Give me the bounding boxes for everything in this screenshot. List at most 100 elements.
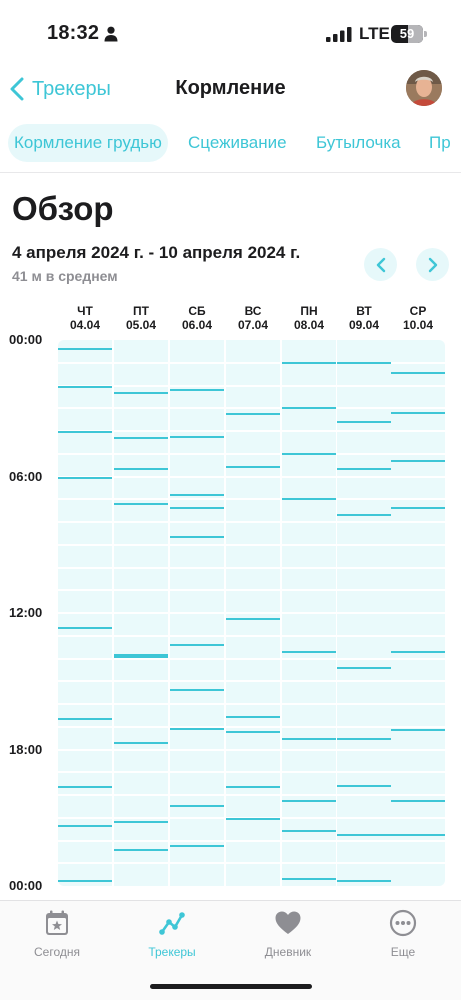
hour-gridline [170, 748, 224, 751]
hour-gridline [170, 862, 224, 865]
back-button[interactable]: Трекеры [8, 74, 111, 104]
feeding-mark[interactable] [337, 738, 391, 741]
tab-breastfeeding[interactable]: Кормление грудью [8, 124, 168, 162]
feeding-mark[interactable] [226, 715, 280, 718]
hour-gridline [226, 657, 280, 660]
feeding-mark[interactable] [58, 348, 112, 351]
feeding-mark[interactable] [282, 738, 336, 741]
feeding-mark[interactable] [114, 392, 168, 395]
day-column[interactable] [58, 340, 112, 886]
feeding-mark[interactable] [337, 666, 391, 669]
hour-gridline [114, 589, 168, 592]
feeding-mark[interactable] [391, 459, 445, 462]
feeding-mark[interactable] [170, 643, 224, 646]
feeding-mark[interactable] [170, 728, 224, 731]
feeding-mark[interactable] [282, 407, 336, 410]
hour-gridline [58, 589, 112, 592]
hour-gridline [337, 384, 391, 387]
hour-gridline [282, 384, 336, 387]
bottom-tab-diary[interactable]: Дневник [243, 909, 333, 959]
day-column[interactable] [226, 340, 280, 886]
feeding-mark[interactable] [391, 411, 445, 414]
feeding-mark[interactable] [58, 786, 112, 789]
feeding-mark[interactable] [391, 371, 445, 374]
feeding-mark[interactable] [170, 845, 224, 848]
day-column[interactable] [114, 340, 168, 886]
feeding-mark[interactable] [337, 361, 391, 364]
feeding-mark[interactable] [391, 507, 445, 510]
hour-gridline [226, 839, 280, 842]
feeding-mark[interactable] [114, 741, 168, 744]
day-column[interactable] [391, 340, 445, 886]
feeding-mark[interactable] [58, 717, 112, 720]
next-week-button[interactable] [416, 248, 449, 281]
feeding-mark[interactable] [170, 493, 224, 496]
feeding-mark[interactable] [226, 412, 280, 415]
feeding-mark[interactable] [58, 824, 112, 827]
feeding-mark[interactable] [58, 880, 112, 883]
feeding-mark[interactable] [282, 361, 336, 364]
prev-week-button[interactable] [364, 248, 397, 281]
feeding-mark[interactable] [282, 452, 336, 455]
feeding-mark[interactable] [226, 617, 280, 620]
feeding-mark[interactable] [391, 833, 445, 836]
hour-gridline [114, 498, 168, 501]
day-column[interactable] [282, 340, 336, 886]
feeding-mark[interactable] [114, 436, 168, 439]
feeding-mark[interactable] [337, 420, 391, 423]
feeding-mark[interactable] [170, 535, 224, 538]
hour-gridline [58, 748, 112, 751]
feeding-mark[interactable] [170, 507, 224, 510]
bottom-tab-today[interactable]: Сегодня [12, 909, 102, 959]
feeding-mark[interactable] [282, 830, 336, 833]
feeding-mark[interactable] [226, 731, 280, 734]
hour-gridline [114, 680, 168, 683]
day-column[interactable] [170, 340, 224, 886]
day-column[interactable] [337, 340, 391, 886]
feeding-mark[interactable] [282, 799, 336, 802]
feeding-mark[interactable] [337, 514, 391, 517]
feeding-mark[interactable] [337, 833, 391, 836]
hour-gridline [170, 703, 224, 705]
bottom-tab-trackers[interactable]: Трекеры [127, 909, 217, 959]
feeding-mark[interactable] [391, 729, 445, 732]
feeding-mark[interactable] [114, 467, 168, 470]
feeding-mark[interactable] [337, 467, 391, 470]
feeding-mark[interactable] [391, 799, 445, 802]
feeding-mark[interactable] [170, 389, 224, 392]
tab-more-partial[interactable]: Пр [429, 133, 451, 152]
hour-gridline [170, 475, 224, 478]
hour-gridline [226, 771, 280, 774]
feeding-mark[interactable] [282, 650, 336, 653]
bottom-tab-more[interactable]: Еще [358, 909, 448, 959]
feeding-mark[interactable] [226, 786, 280, 789]
feeding-mark[interactable] [114, 502, 168, 505]
feeding-mark[interactable] [226, 817, 280, 820]
y-axis-tick-label: 00:00 [9, 332, 43, 347]
hour-gridline [337, 862, 391, 865]
feeding-mark[interactable] [170, 689, 224, 692]
hour-gridline [391, 725, 445, 728]
feeding-mark[interactable] [58, 431, 112, 434]
feeding-mark[interactable] [114, 656, 168, 659]
hour-gridline [391, 475, 445, 478]
feeding-mark[interactable] [58, 476, 112, 479]
hour-gridline [170, 680, 224, 683]
feeding-mark[interactable] [282, 498, 336, 501]
feeding-mark[interactable] [114, 821, 168, 824]
feeding-mark[interactable] [170, 805, 224, 808]
feeding-mark[interactable] [391, 650, 445, 653]
feeding-mark[interactable] [58, 626, 112, 629]
feeding-mark[interactable] [114, 848, 168, 851]
tab-pumping[interactable]: Сцеживание [188, 133, 287, 152]
feeding-mark[interactable] [114, 654, 168, 657]
tab-bottle[interactable]: Бутылочка [316, 133, 401, 152]
feeding-mark[interactable] [226, 466, 280, 469]
feeding-mark[interactable] [337, 880, 391, 883]
feeding-mark[interactable] [337, 784, 391, 787]
feeding-mark[interactable] [58, 385, 112, 388]
feeding-mark[interactable] [282, 878, 336, 881]
hour-gridline [337, 566, 391, 569]
avatar[interactable] [406, 70, 442, 106]
feeding-mark[interactable] [170, 435, 224, 438]
